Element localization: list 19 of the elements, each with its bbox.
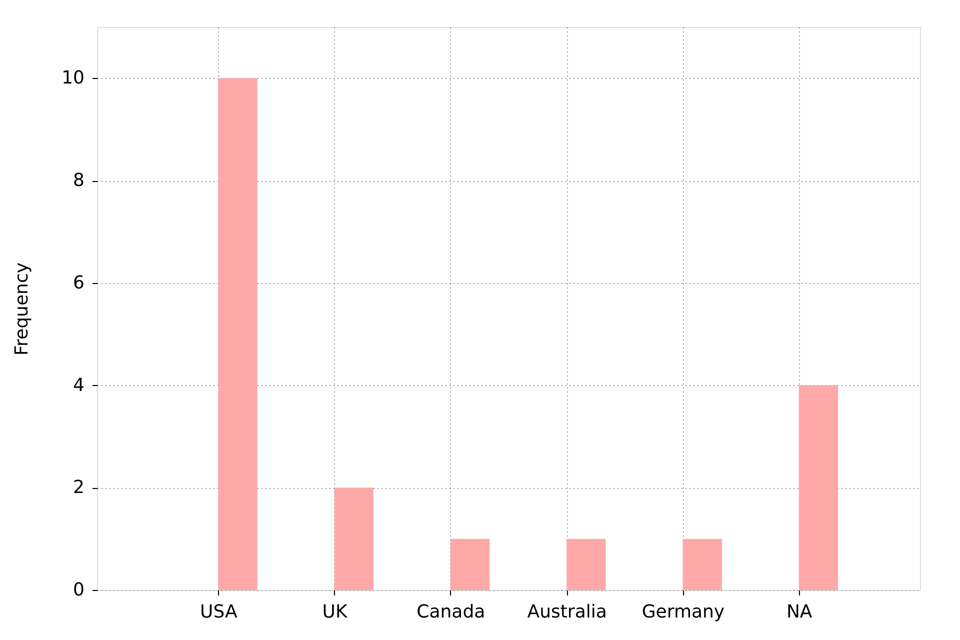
x-tick-label: Canada: [416, 602, 486, 622]
bar: [566, 538, 606, 590]
y-tick-label: 10: [62, 68, 84, 89]
x-tick-label: UK: [322, 602, 348, 622]
x-tick-label: NA: [786, 602, 813, 622]
x-tick-label: Australia: [527, 602, 607, 622]
bar: [450, 538, 490, 590]
x-tick-label: USA: [200, 602, 238, 622]
y-tick-label: 4: [73, 374, 84, 396]
bar: [218, 78, 258, 590]
x-tick-label: Germany: [642, 602, 725, 622]
bar: [334, 488, 374, 590]
y-axis-title: Frequency: [12, 262, 33, 356]
y-tick-label: 0: [73, 580, 84, 600]
bar: [798, 385, 838, 590]
y-tick-label: 8: [73, 170, 84, 192]
y-tick-label: 2: [73, 477, 84, 498]
y-tick-label: 6: [73, 272, 84, 294]
bar: [682, 538, 722, 590]
